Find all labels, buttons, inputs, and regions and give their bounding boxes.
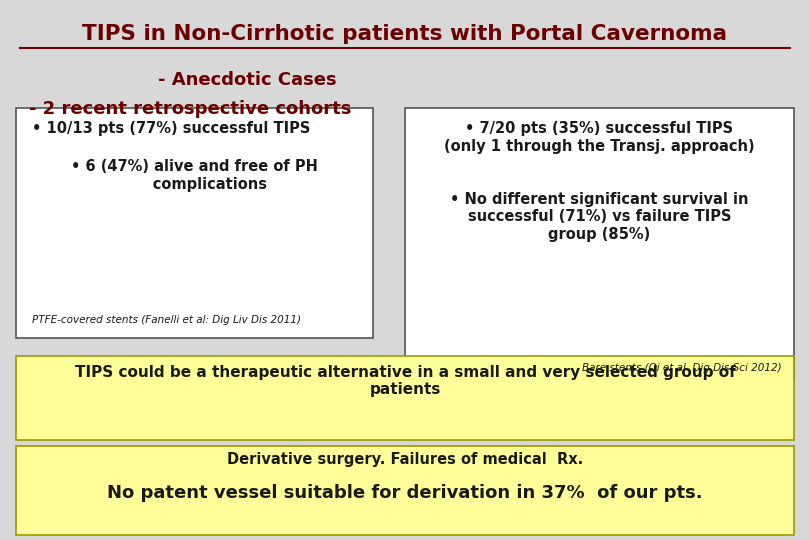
Text: Bare stents (Qi et al. Dig Dis Sci 2012): Bare stents (Qi et al. Dig Dis Sci 2012) [582, 362, 782, 373]
Text: • 7/20 pts (35%) successful TIPS
(only 1 through the Transj. approach): • 7/20 pts (35%) successful TIPS (only 1… [444, 122, 755, 154]
Text: • 6 (47%) alive and free of PH
      complications: • 6 (47%) alive and free of PH complicat… [71, 159, 318, 192]
FancyBboxPatch shape [405, 108, 794, 381]
Text: PTFE-covered stents (Fanelli et al: Dig Liv Dis 2011): PTFE-covered stents (Fanelli et al: Dig … [32, 315, 301, 325]
Text: - 2 recent retrospective cohorts: - 2 recent retrospective cohorts [29, 100, 352, 118]
Text: • No different significant survival in
successful (71%) vs failure TIPS
group (8: • No different significant survival in s… [450, 192, 748, 241]
FancyBboxPatch shape [16, 108, 373, 338]
Text: No patent vessel suitable for derivation in 37%  of our pts.: No patent vessel suitable for derivation… [107, 484, 703, 502]
FancyBboxPatch shape [16, 356, 794, 440]
Text: • 10/13 pts (77%) successful TIPS: • 10/13 pts (77%) successful TIPS [32, 122, 311, 137]
FancyBboxPatch shape [16, 446, 794, 535]
Text: TIPS could be a therapeutic alternative in a small and very selected group of
pa: TIPS could be a therapeutic alternative … [75, 364, 735, 397]
Text: TIPS in Non-Cirrhotic patients with Portal Cavernoma: TIPS in Non-Cirrhotic patients with Port… [83, 24, 727, 44]
Text: - Anecdotic Cases: - Anecdotic Cases [133, 71, 337, 89]
Text: Derivative surgery. Failures of medical  Rx.: Derivative surgery. Failures of medical … [227, 452, 583, 467]
